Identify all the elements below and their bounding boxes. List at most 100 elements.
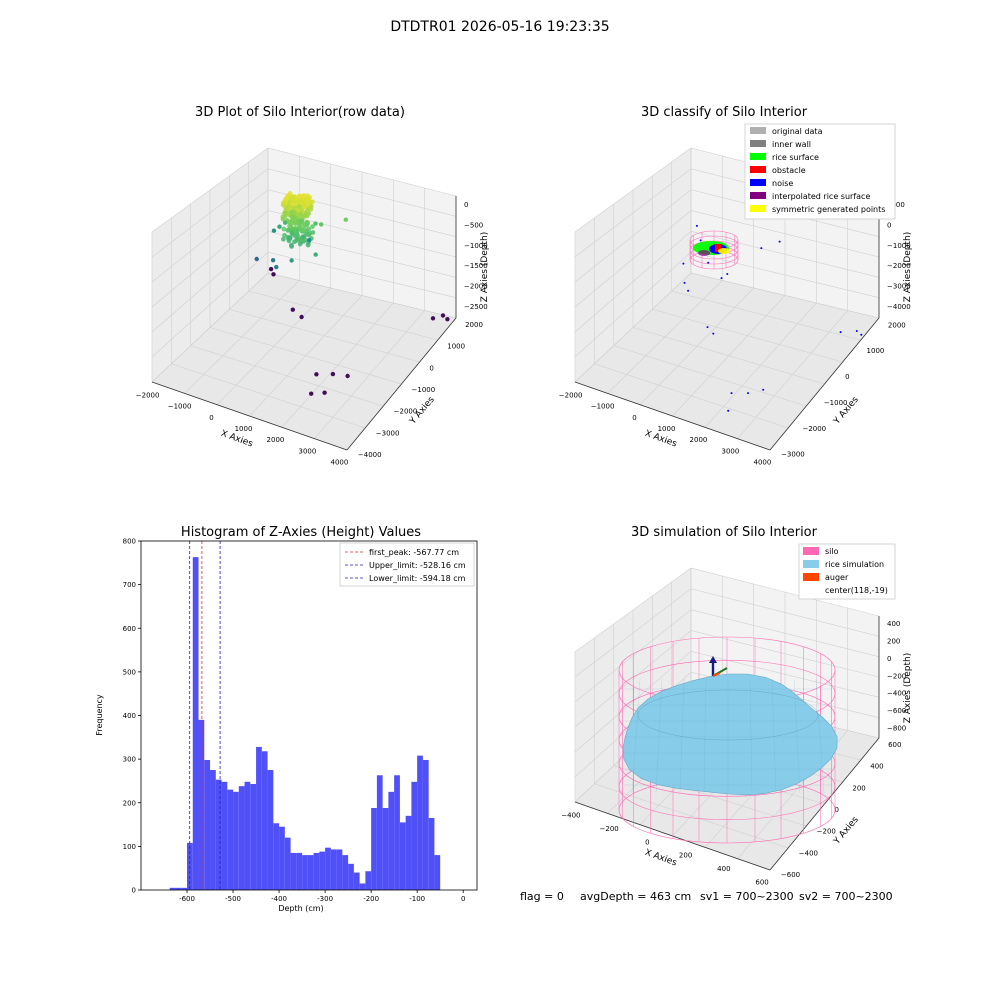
panel2-noise-point <box>683 281 686 284</box>
panel1-point <box>285 228 291 233</box>
panel1-point <box>298 200 304 205</box>
panel4-z-tick-label: 200 <box>887 637 900 645</box>
panel4-legend-swatch <box>803 573 819 581</box>
panel4-x-tick-label: −200 <box>600 825 619 833</box>
panel1-point <box>299 219 305 225</box>
panel1-x-axis-line <box>151 381 348 451</box>
panel1-point <box>322 390 327 395</box>
panel4-y-ticks: −600 −400 −200 0 200 400 600 <box>781 741 902 879</box>
panel2-legend-label: rice surface <box>772 153 819 162</box>
panel2-y-axis-line <box>769 317 880 451</box>
figure-suptitle: DTDTR01 2026-05-16 19:23:35 <box>390 19 609 35</box>
panel4-legend-label: center(118,-19) <box>825 586 888 595</box>
panel2-silo-cylinder <box>689 230 739 270</box>
panel1-point <box>294 228 300 234</box>
panel2-noise-point <box>727 409 730 412</box>
panel2-z-tick-label: −2000 <box>887 262 911 270</box>
panel1-point <box>277 224 282 229</box>
panel1-point <box>306 226 312 232</box>
panel4-legend-swatch <box>803 560 819 568</box>
panel1-z-label: Z Axies (Depth) <box>480 232 490 303</box>
histogram-bar <box>405 815 412 890</box>
panel2-z-label: Z Axies (Depth) <box>903 232 913 303</box>
panel1-point <box>304 213 310 219</box>
panel4-x-axis-line <box>574 801 771 871</box>
panel1-x-tick-label: 3000 <box>299 447 317 455</box>
panel1-point <box>287 223 292 229</box>
panel1-point <box>289 230 295 236</box>
histogram-x-tick-label: -200 <box>363 895 379 903</box>
histogram-bars <box>169 557 441 890</box>
histogram-bar <box>382 807 389 890</box>
panel1-point <box>282 232 287 238</box>
panel2-noise-point <box>860 333 863 336</box>
panel2-legend-label: noise <box>772 179 793 188</box>
panel1-point <box>294 238 299 244</box>
status-avg-depth: avgDepth = 463 cm <box>580 890 691 903</box>
panel1-point <box>296 204 302 209</box>
panel1-z-tick-label: 0 <box>464 201 468 209</box>
histogram-y-tick-label: 200 <box>123 799 136 807</box>
panel1-x-ticks: −2000 −1000 0 1000 2000 3000 4000 <box>136 392 349 467</box>
panel2-z-tick-label: 1000 <box>887 201 905 209</box>
panel1-y-tick-label: 2000 <box>465 321 483 329</box>
panel2-z-tick-label: −1000 <box>887 242 911 250</box>
panel4-z-label: Z Axies (Depth) <box>903 653 913 724</box>
panel4-y-tick-label: −200 <box>817 828 836 836</box>
histogram-y-label: Frequency <box>95 694 104 736</box>
panel4-y-tick-label: −600 <box>781 871 800 879</box>
panel1-point <box>445 317 450 322</box>
panel1-point <box>299 314 304 320</box>
panel1-point <box>289 258 294 263</box>
panel2-grid-y <box>690 148 880 319</box>
panel1-point <box>268 266 274 272</box>
histogram-bar <box>290 852 297 890</box>
panel2-y-tick-label: −1000 <box>824 399 848 407</box>
histogram-bar <box>348 863 354 890</box>
panel4-z-tick-label: 0 <box>887 655 891 663</box>
panel1-point <box>313 221 318 226</box>
histogram-bar <box>221 781 228 890</box>
panel1-point <box>291 210 297 216</box>
panel4-z-tick-label: −800 <box>887 725 906 733</box>
panel2-legend-label: obstacle <box>772 166 806 175</box>
panel1-point <box>310 199 315 205</box>
panel2-noise-point <box>778 240 781 243</box>
panel1-point <box>289 242 294 248</box>
panel4-y-tick-label: 600 <box>888 741 901 749</box>
panel2-noise-point <box>707 261 710 264</box>
panel1-y-axis-line <box>346 317 457 451</box>
panel2-interpolated <box>698 250 710 256</box>
panel2-pane-floor <box>575 273 879 450</box>
histogram-y-tick-label: 500 <box>123 668 136 676</box>
histogram-bar <box>181 887 188 890</box>
panel2-y-ticks: −3000 −2000 −1000 0 1000 2000 <box>781 321 906 458</box>
histogram-bar <box>359 883 366 890</box>
histogram-bar <box>394 775 400 890</box>
panel1-point <box>319 222 324 227</box>
panel2-noise-point <box>712 332 715 335</box>
panel2-noise-point <box>839 331 842 334</box>
histogram-legend-label: Lower_limit: -594.18 cm <box>369 574 466 583</box>
histogram-bar <box>353 872 360 890</box>
panel4-y-axis-line <box>769 737 880 871</box>
panel4-legend-label: auger <box>825 573 849 582</box>
panel1-point <box>271 272 276 277</box>
histogram-bar <box>399 822 406 890</box>
panel2-legend-swatch <box>750 179 766 186</box>
panel2-legend-label: inner wall <box>772 140 811 149</box>
panel4-rice-mesh-line <box>679 678 685 794</box>
panel1-title: 3D Plot of Silo Interior(row data) <box>195 105 405 120</box>
histogram-bar <box>428 818 435 890</box>
panel1-point <box>302 222 308 228</box>
panel2-legend-label: original data <box>772 127 823 136</box>
panel2-noise-point <box>682 262 685 265</box>
histogram-bar <box>388 791 395 890</box>
panel2-x-ticks: −2000 −1000 0 1000 2000 3000 4000 <box>559 392 772 467</box>
panel1-point <box>314 372 319 377</box>
panel1-point <box>304 202 310 207</box>
histogram-bar <box>267 770 274 890</box>
panel2-x-axis-line <box>574 381 771 451</box>
panel1-z-tick-label: −2500 <box>464 303 488 311</box>
panel2-noise-point <box>726 273 729 275</box>
